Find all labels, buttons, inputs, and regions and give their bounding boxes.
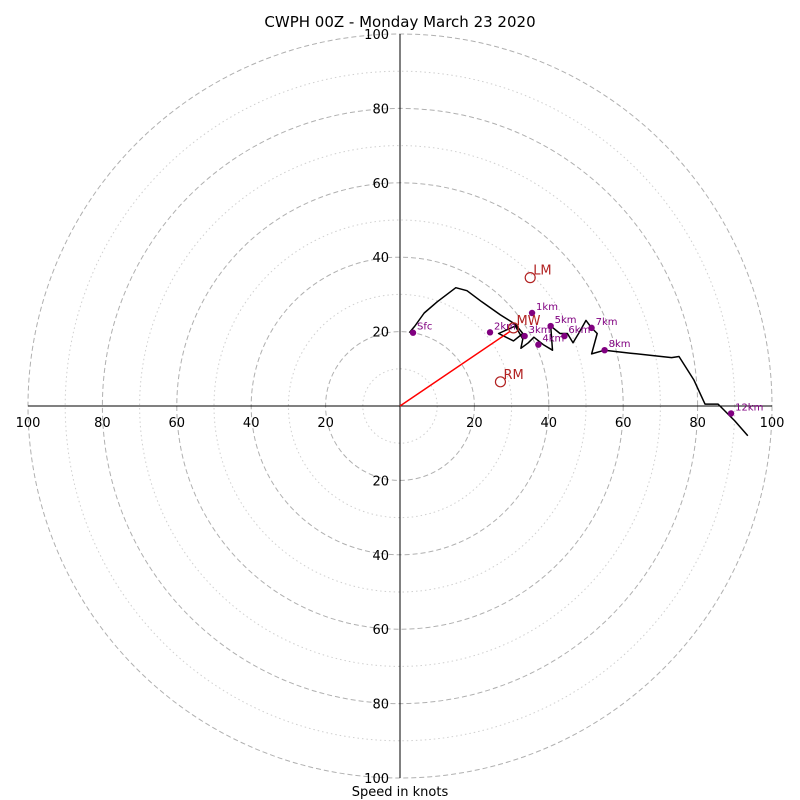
x-tick-label: 60: [615, 416, 632, 431]
x-tick-label: 80: [94, 416, 111, 431]
height-point-12km: [727, 410, 735, 417]
height-point-5km: [547, 322, 554, 330]
y-tick-label: 60: [372, 623, 389, 638]
hodograph-series: [408, 286, 749, 437]
height-label: 5km: [555, 315, 577, 326]
height-label: 7km: [596, 317, 618, 328]
motion-label: LM: [533, 264, 551, 279]
y-tick-label: 20: [372, 474, 389, 489]
motion-marker-rm: [494, 376, 507, 388]
x-tick-labels: 100 80 60 40 20 20 40 60 80 100: [16, 416, 785, 431]
x-tick-label: 40: [541, 416, 558, 431]
chart-title: CWPH 00Z - Monday March 23 2020: [264, 13, 535, 31]
height-point-1km: [528, 309, 536, 317]
x-tick-label: 80: [689, 416, 706, 431]
height-point-7km: [588, 324, 595, 332]
y-tick-label: 100: [364, 772, 389, 787]
motion-marker-mw: [507, 322, 520, 334]
y-tick-label: 60: [372, 177, 389, 192]
x-tick-label: 20: [466, 416, 483, 431]
x-tick-label: 100: [760, 416, 785, 431]
motion-label: MW: [516, 314, 540, 329]
y-tick-label: 80: [372, 698, 389, 713]
x-tick-label: 100: [16, 416, 41, 431]
hodograph-line: [408, 286, 749, 437]
height-label: 4km: [542, 334, 564, 345]
x-tick-label: 40: [243, 416, 260, 431]
height-label: 3km: [529, 325, 551, 336]
motion-markers: LM MW RM: [494, 264, 552, 388]
motion-marker-lm: [524, 272, 536, 284]
height-point-3km: [521, 332, 528, 340]
x-axis-label: Speed in knots: [352, 785, 449, 800]
height-point-4km: [535, 341, 542, 348]
height-point-6km: [561, 332, 568, 340]
height-label: 6km: [568, 325, 590, 336]
height-label: 1km: [536, 302, 558, 313]
height-label: 8km: [609, 339, 631, 350]
x-tick-label: 60: [169, 416, 186, 431]
y-tick-label: 40: [372, 251, 389, 266]
height-label: 2km: [494, 321, 516, 332]
storm-motion-vector: [399, 330, 511, 407]
y-tick-label: 100: [364, 28, 389, 43]
motion-label: RM: [503, 368, 523, 383]
y-tick-label: 40: [372, 549, 389, 564]
height-point-Sfc: [409, 329, 417, 336]
height-label: Sfc: [417, 322, 432, 333]
height-label: 12km: [735, 402, 763, 413]
y-tick-label: 80: [372, 102, 389, 117]
height-point-2km: [486, 329, 494, 336]
x-tick-label: 20: [317, 416, 334, 431]
y-tick-label: 20: [372, 326, 389, 341]
height-point-8km: [601, 347, 608, 354]
y-tick-labels: 100 80 60 40 20 20 40 60 80 100: [364, 28, 389, 787]
storm-motion-vector-group: [399, 330, 511, 407]
